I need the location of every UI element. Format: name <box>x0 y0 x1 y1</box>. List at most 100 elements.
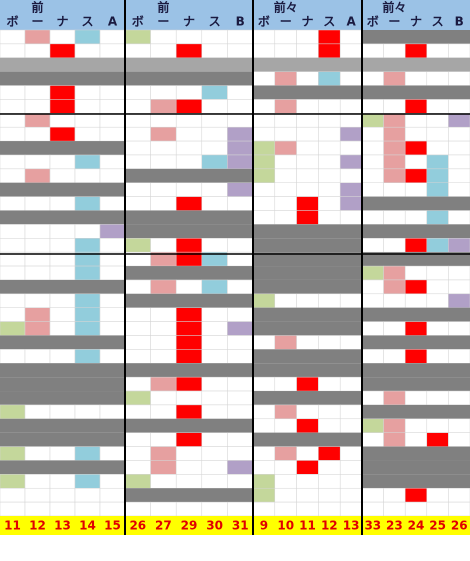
footer-number: 12 <box>321 519 338 533</box>
cell <box>339 126 363 142</box>
cell <box>24 154 51 170</box>
cell <box>201 85 228 100</box>
cell <box>74 446 101 461</box>
header-top: 前々 <box>382 0 406 15</box>
cell <box>227 99 254 114</box>
cell <box>426 140 449 156</box>
gray-row <box>0 363 125 378</box>
cell <box>361 293 384 308</box>
cell <box>274 487 297 503</box>
cell <box>74 293 101 308</box>
cell <box>404 99 428 114</box>
cell <box>201 460 228 475</box>
cell <box>99 29 126 45</box>
cell <box>448 182 470 197</box>
cell <box>201 279 228 295</box>
cell <box>201 29 228 45</box>
cell <box>0 196 26 211</box>
cell <box>74 99 101 114</box>
cell <box>201 474 228 489</box>
cell <box>318 335 341 350</box>
cell <box>99 307 126 322</box>
cell <box>49 307 76 322</box>
header-label: ス <box>432 15 444 29</box>
gray-row <box>0 210 125 225</box>
cell <box>150 335 177 350</box>
cell <box>74 224 101 239</box>
cell <box>201 390 228 406</box>
gray-row <box>253 391 362 405</box>
cell <box>150 474 177 489</box>
cell <box>448 113 470 128</box>
cell <box>99 321 126 336</box>
cell <box>24 85 51 100</box>
cell <box>404 501 428 517</box>
cell <box>0 293 26 308</box>
cell <box>426 99 449 114</box>
cell <box>426 265 449 281</box>
cell <box>339 43 363 59</box>
cell <box>252 376 276 392</box>
cell <box>24 349 51 364</box>
cell <box>318 154 341 170</box>
cell <box>296 460 319 475</box>
footer-number: 11 <box>4 519 21 533</box>
cell <box>0 474 26 489</box>
cell <box>404 210 428 225</box>
cell <box>252 140 276 156</box>
footer-number: 9 <box>260 519 268 533</box>
cell <box>201 196 228 211</box>
cell <box>404 71 428 86</box>
gray-row <box>253 349 362 364</box>
cell <box>296 418 319 433</box>
gray-row <box>0 141 125 155</box>
cell <box>252 474 276 489</box>
cell <box>318 113 341 128</box>
cell <box>0 307 26 322</box>
cell <box>274 99 297 114</box>
cell <box>74 474 101 489</box>
header-label: ー <box>31 15 43 29</box>
cell <box>124 501 151 517</box>
cell <box>404 43 428 59</box>
gray-row <box>125 293 253 308</box>
cell <box>296 182 319 197</box>
cell <box>274 154 297 170</box>
cell <box>274 29 297 45</box>
header-bg <box>0 0 125 30</box>
cell <box>227 85 254 100</box>
cell <box>150 126 177 142</box>
cell <box>201 99 228 114</box>
cell <box>99 43 126 59</box>
cell <box>74 307 101 322</box>
cell <box>201 113 228 128</box>
cell <box>99 349 126 364</box>
cell <box>99 293 126 308</box>
cell <box>426 487 449 503</box>
cell <box>448 140 470 156</box>
cell <box>318 99 341 114</box>
cell <box>296 376 319 392</box>
header-label: ー <box>280 15 292 29</box>
cell <box>426 321 449 336</box>
cell <box>227 349 254 364</box>
cell <box>175 404 203 420</box>
footer-bg <box>253 516 362 535</box>
gray-row <box>125 168 253 183</box>
header-label: ス <box>81 15 93 29</box>
cell <box>426 126 449 142</box>
cell <box>383 432 406 447</box>
gray-row <box>125 488 253 503</box>
gray-row <box>0 71 125 86</box>
cell <box>49 349 76 364</box>
cell <box>124 404 151 420</box>
cell <box>150 307 177 322</box>
cell <box>252 126 276 142</box>
gray-row <box>362 30 470 44</box>
cell <box>49 487 76 503</box>
cell <box>74 43 101 59</box>
cell <box>227 182 254 197</box>
gray-row <box>253 432 362 447</box>
cell <box>124 321 151 336</box>
cell <box>404 238 428 253</box>
